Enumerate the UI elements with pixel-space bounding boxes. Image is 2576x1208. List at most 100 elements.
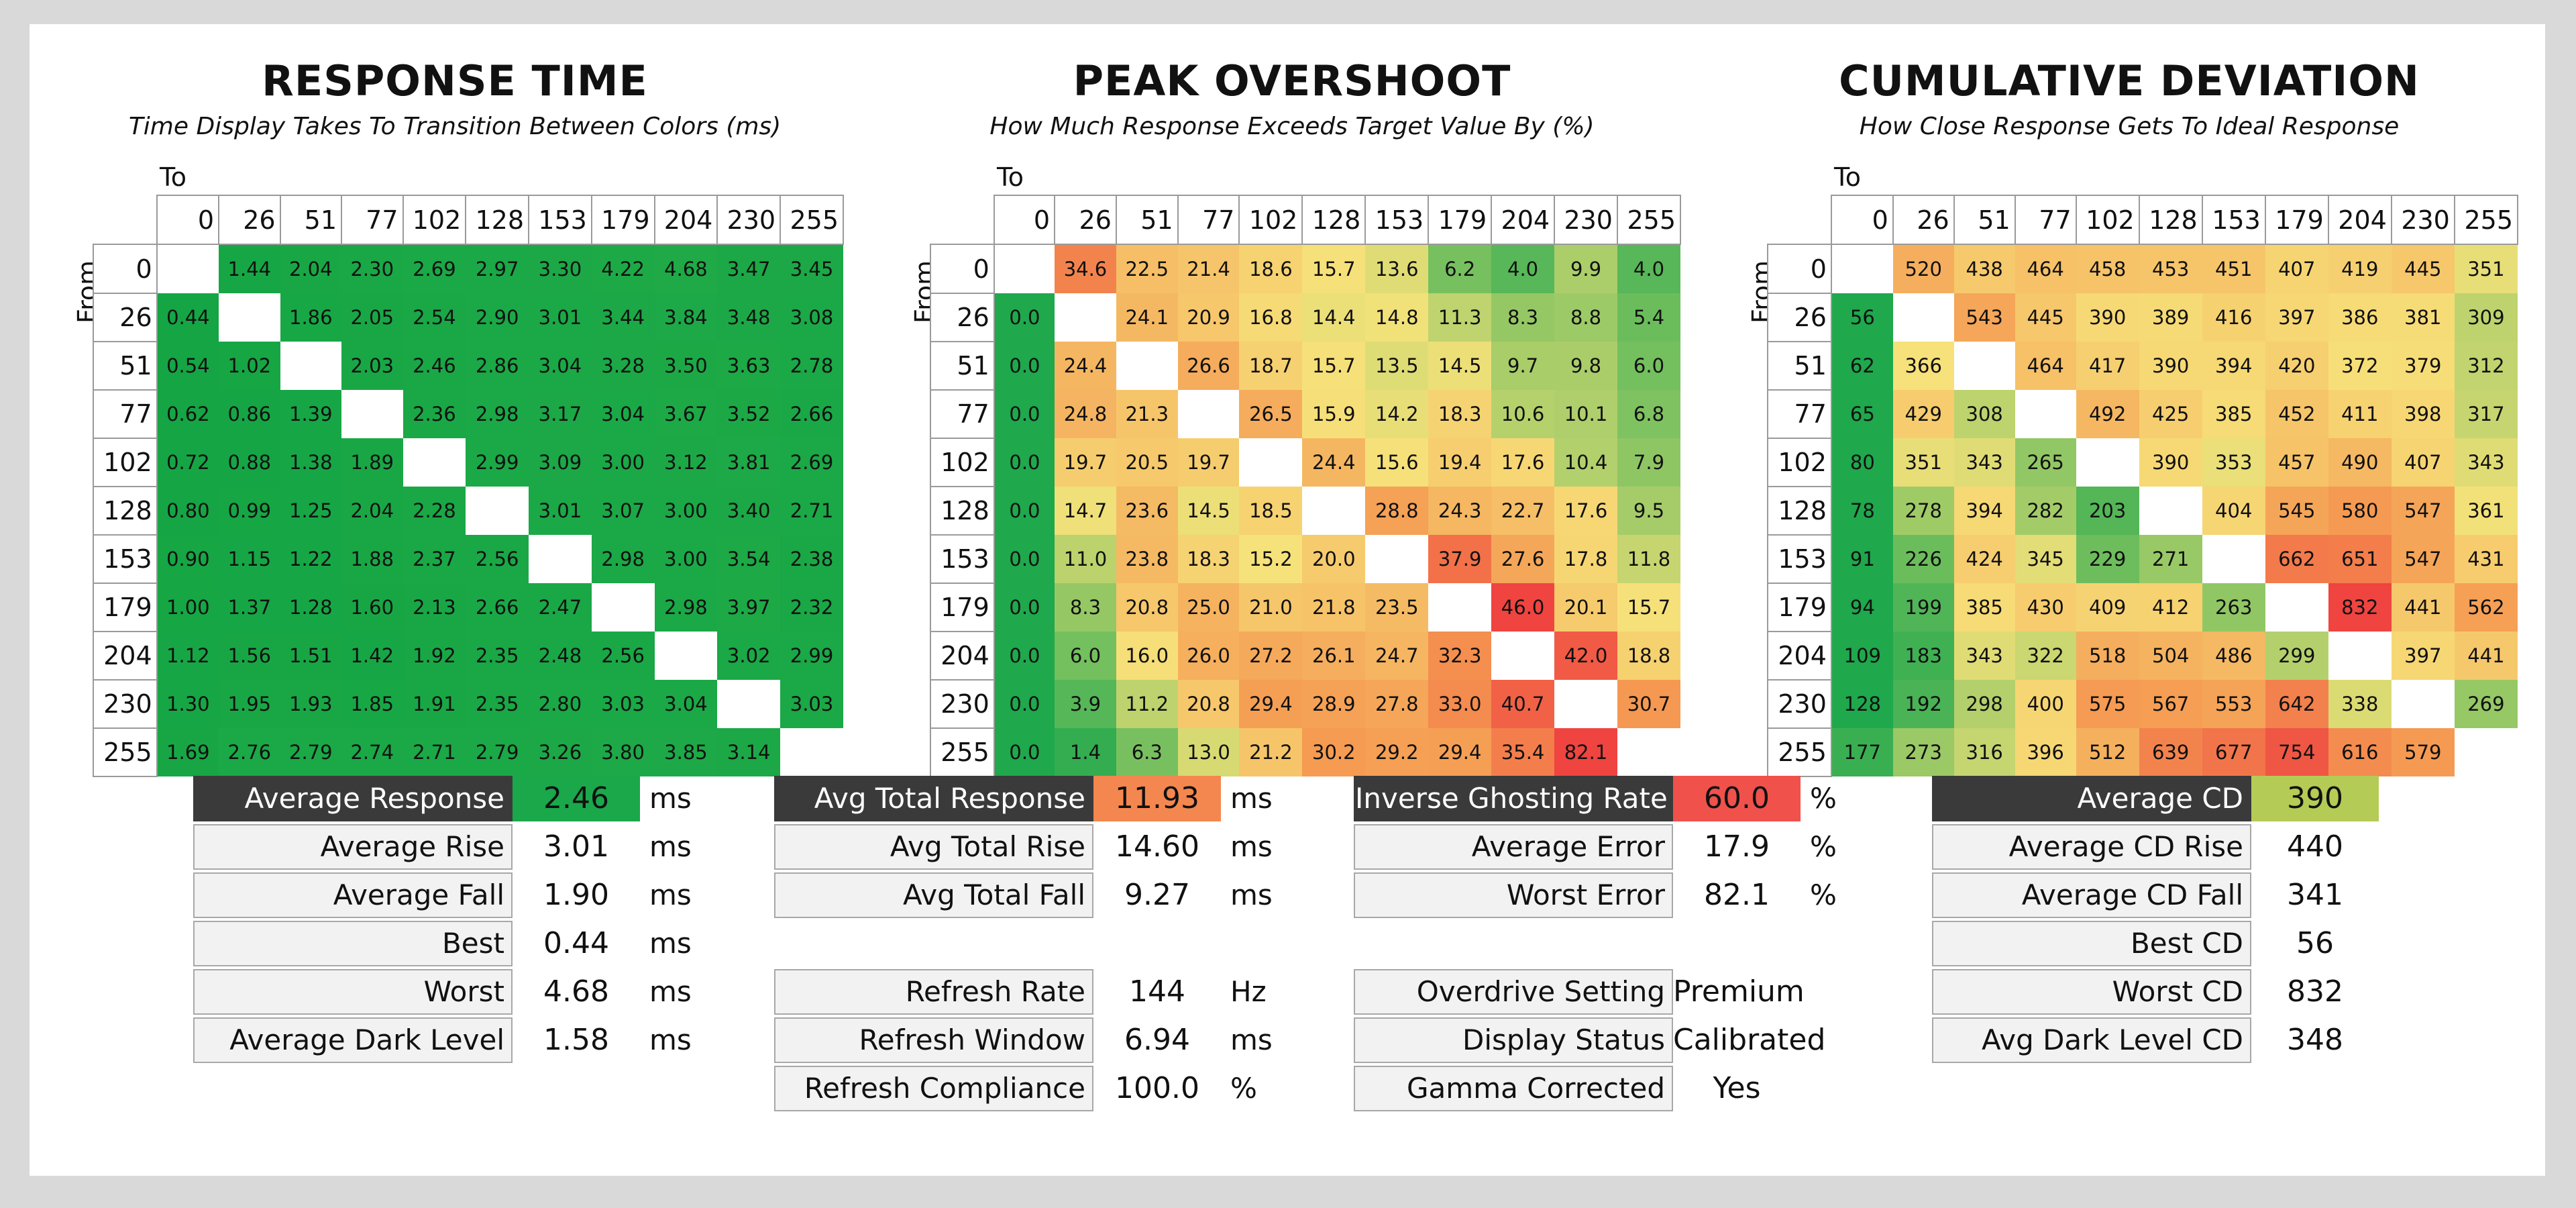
heatmap-cell: 20.5: [1116, 438, 1178, 487]
diagonal-cell: [1428, 583, 1492, 632]
heatmap-cell: 7.9: [1617, 438, 1680, 487]
heatmap-cell: 4.68: [654, 244, 718, 293]
heatmap-cell: 2.05: [341, 293, 403, 342]
stat-unit: ms: [649, 878, 692, 911]
row-header: 230: [93, 679, 158, 729]
stat-label: Avg Dark Level CD: [1932, 1017, 2251, 1063]
heatmap-cell: 562: [2454, 583, 2518, 632]
heatmap-cell: 2.99: [780, 632, 843, 680]
heatmap-cell: 19.7: [1177, 438, 1240, 487]
row-header: 0: [930, 244, 995, 294]
heatmap-cell: 18.5: [1239, 487, 1303, 535]
heatmap-cell: 486: [2202, 632, 2265, 680]
stat-unit: Hz: [1230, 975, 1267, 1008]
stat-value: 9.27: [1124, 878, 1190, 912]
heatmap-cell: 2.71: [780, 487, 843, 535]
heatmap-cell: 381: [2391, 293, 2455, 342]
heatmap-cell: 2.74: [341, 728, 403, 776]
heatmap-cell: 316: [1953, 728, 2015, 776]
heatmap-cell: 62: [1831, 342, 1893, 390]
stat-label: Average CD: [1932, 776, 2251, 821]
heatmap-cell: 2.79: [466, 728, 529, 776]
heatmap-cell: 379: [2391, 342, 2455, 390]
heatmap-cell: 23.8: [1116, 535, 1178, 583]
heatmap-cell: 20.0: [1302, 535, 1366, 583]
heatmap-cell: 1.51: [280, 632, 342, 680]
heatmap-cell: 2.56: [466, 535, 529, 583]
stat-label: Avg Total Fall: [774, 872, 1093, 918]
heatmap-cell: 351: [2454, 244, 2518, 293]
heatmap-cell: 1.15: [219, 535, 280, 583]
row-header: 255: [1767, 727, 1832, 777]
heatmap-cell: 3.67: [654, 390, 718, 438]
heatmap-cell: 457: [2265, 438, 2328, 487]
heatmap-cell: 2.30: [341, 244, 403, 293]
heatmap-cell: 2.28: [402, 487, 466, 535]
heatmap-cell: 520: [1892, 244, 1954, 293]
row-header: 77: [930, 389, 995, 439]
heatmap-cell: 23.5: [1365, 583, 1429, 632]
heatmap-cell: 11.0: [1055, 535, 1116, 583]
panel-subtitle: How Close Response Gets To Ideal Respons…: [1859, 113, 2400, 140]
column-header: 204: [2327, 195, 2392, 245]
heatmap-row: 230 1.30 1.95 1.93 1.85 1.91 2.35 2.80 3.03 3.04 3…: [93, 679, 843, 729]
stat-unit: ms: [649, 830, 692, 863]
diagonal-cell: [1302, 487, 1366, 535]
diagonal-cell: [341, 390, 403, 438]
column-header: 26: [1892, 195, 1955, 245]
heatmap-cell: 1.39: [280, 390, 342, 438]
heatmap-cell: 14.8: [1365, 293, 1429, 342]
heatmap-cell: 128: [1831, 680, 1893, 728]
heatmap-cell: 317: [2454, 390, 2518, 438]
stat-unit: ms: [649, 1023, 692, 1056]
heatmap-cell: 322: [2015, 632, 2076, 680]
stat-value: 1.90: [543, 878, 609, 912]
stat-value: 17.9: [1704, 829, 1770, 864]
diagonal-cell: [2202, 535, 2265, 583]
response-time-heatmap: 0 26 51 77 102 128 153 179 204 230 255 0 1.44 2.04 2.3…: [93, 195, 844, 777]
panel-title: CUMULATIVE DEVIATION: [1839, 56, 2420, 105]
heatmap-cell: 22.7: [1491, 487, 1555, 535]
row-header: 102: [930, 438, 995, 487]
heatmap-cell: 2.69: [780, 438, 843, 487]
heatmap-cell: 512: [2076, 728, 2139, 776]
heatmap-cell: 30.7: [1617, 680, 1680, 728]
heatmap-cell: 17.8: [1554, 535, 1617, 583]
heatmap-cell: 353: [2202, 438, 2265, 487]
stat-unit: %: [1230, 1072, 1257, 1105]
column-header: 77: [341, 195, 404, 245]
heatmap-cell: 0.0: [994, 680, 1055, 728]
heatmap-cell: 24.8: [1055, 390, 1116, 438]
row-header: 204: [930, 631, 995, 681]
heatmap-cell: 32.3: [1428, 632, 1492, 680]
diagonal-cell: [1831, 244, 1893, 293]
heatmap-cell: 2.48: [529, 632, 592, 680]
heatmap-cell: 677: [2202, 728, 2265, 776]
heatmap-cell: 3.00: [654, 535, 718, 583]
heatmap-cell: 3.81: [717, 438, 781, 487]
stat-value: 82.1: [1704, 878, 1770, 912]
heatmap-cell: 372: [2328, 342, 2392, 390]
heatmap-cell: 1.42: [341, 632, 403, 680]
column-header: 51: [1115, 195, 1179, 245]
diagonal-cell: [2015, 390, 2076, 438]
stat-value: Calibrated: [1673, 1023, 1826, 1057]
heatmap-cell: 2.98: [654, 583, 718, 632]
heatmap-cell: 2.66: [780, 390, 843, 438]
heatmap-cell: 396: [2015, 728, 2076, 776]
heatmap-row: 230 0.0 3.9 11.2 20.8 29.4 28.9 27.8 33.0 40.7 30.…: [930, 679, 1680, 729]
stat-label: Worst: [193, 969, 513, 1015]
heatmap-cell: 18.3: [1428, 390, 1492, 438]
heatmap-cell: 2.56: [591, 632, 655, 680]
heatmap-cell: 2.35: [466, 680, 529, 728]
stat-value: Premium: [1673, 974, 1805, 1009]
stat-label: Average Response: [193, 776, 513, 821]
heatmap-cell: 0.72: [156, 438, 219, 487]
heatmap-cell: 400: [2015, 680, 2076, 728]
stat-label: Average CD Rise: [1932, 824, 2251, 870]
to-axis-label: To: [997, 162, 1024, 192]
heatmap-cell: 15.7: [1617, 583, 1680, 632]
heatmap-cell: 407: [2265, 244, 2328, 293]
heatmap-cell: 15.9: [1302, 390, 1366, 438]
heatmap-cell: 3.03: [591, 680, 655, 728]
